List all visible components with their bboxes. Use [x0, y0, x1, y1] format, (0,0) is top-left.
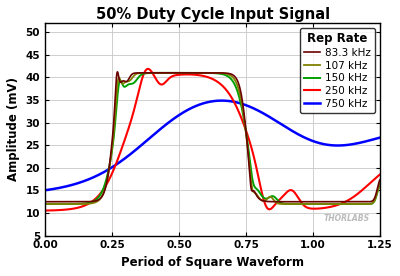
- 150 kHz: [186, 71, 190, 75]
- 750 kHz: [101, 171, 106, 174]
- 250 kHz: [378, 172, 382, 176]
- 107 kHz: [42, 202, 47, 206]
- 83.3 kHz: [42, 200, 47, 203]
- 150 kHz: [171, 71, 176, 75]
- 750 kHz: [371, 138, 376, 141]
- 107 kHz: [372, 200, 376, 204]
- 250 kHz: [335, 203, 340, 207]
- 83.3 kHz: [335, 200, 340, 203]
- 750 kHz: [378, 136, 382, 139]
- Line: 750 kHz: 750 kHz: [45, 100, 380, 190]
- Line: 83.3 kHz: 83.3 kHz: [45, 72, 380, 202]
- 83.3 kHz: [81, 200, 86, 203]
- 150 kHz: [378, 182, 382, 185]
- 250 kHz: [42, 209, 47, 212]
- Title: 50% Duty Cycle Input Signal: 50% Duty Cycle Input Signal: [96, 7, 330, 22]
- 107 kHz: [355, 202, 360, 206]
- Line: 107 kHz: 107 kHz: [45, 73, 380, 204]
- 107 kHz: [186, 71, 190, 75]
- Y-axis label: Amplitude (mV): Amplitude (mV): [7, 77, 20, 181]
- 107 kHz: [335, 202, 340, 206]
- 250 kHz: [371, 178, 376, 181]
- Line: 250 kHz: 250 kHz: [45, 69, 380, 211]
- 83.3 kHz: [378, 178, 382, 181]
- 150 kHz: [335, 202, 340, 206]
- 107 kHz: [101, 192, 106, 196]
- 83.3 kHz: [171, 71, 176, 75]
- Legend: 83.3 kHz, 107 kHz, 150 kHz, 250 kHz, 750 kHz: 83.3 kHz, 107 kHz, 150 kHz, 250 kHz, 750…: [300, 28, 375, 113]
- 750 kHz: [81, 180, 86, 183]
- 83.3 kHz: [115, 70, 120, 73]
- 150 kHz: [372, 200, 376, 204]
- 150 kHz: [178, 71, 183, 75]
- 750 kHz: [335, 144, 340, 147]
- 750 kHz: [219, 99, 224, 102]
- 107 kHz: [81, 202, 86, 206]
- 150 kHz: [357, 202, 362, 206]
- 83.3 kHz: [186, 71, 190, 75]
- 150 kHz: [81, 202, 86, 205]
- 750 kHz: [186, 108, 190, 112]
- 250 kHz: [171, 74, 176, 77]
- 250 kHz: [186, 73, 190, 76]
- Text: THORLABS: THORLABS: [324, 214, 370, 223]
- Line: 150 kHz: 150 kHz: [45, 73, 380, 204]
- X-axis label: Period of Square Waveform: Period of Square Waveform: [121, 256, 304, 269]
- 107 kHz: [171, 71, 176, 75]
- 750 kHz: [171, 117, 176, 121]
- 750 kHz: [42, 189, 47, 192]
- 107 kHz: [178, 71, 182, 75]
- 250 kHz: [101, 188, 106, 192]
- 83.3 kHz: [352, 200, 357, 203]
- 83.3 kHz: [372, 198, 376, 201]
- 107 kHz: [378, 182, 382, 185]
- 250 kHz: [81, 205, 86, 208]
- 83.3 kHz: [101, 193, 106, 196]
- 150 kHz: [42, 202, 47, 206]
- 250 kHz: [146, 67, 150, 71]
- 150 kHz: [101, 188, 106, 191]
